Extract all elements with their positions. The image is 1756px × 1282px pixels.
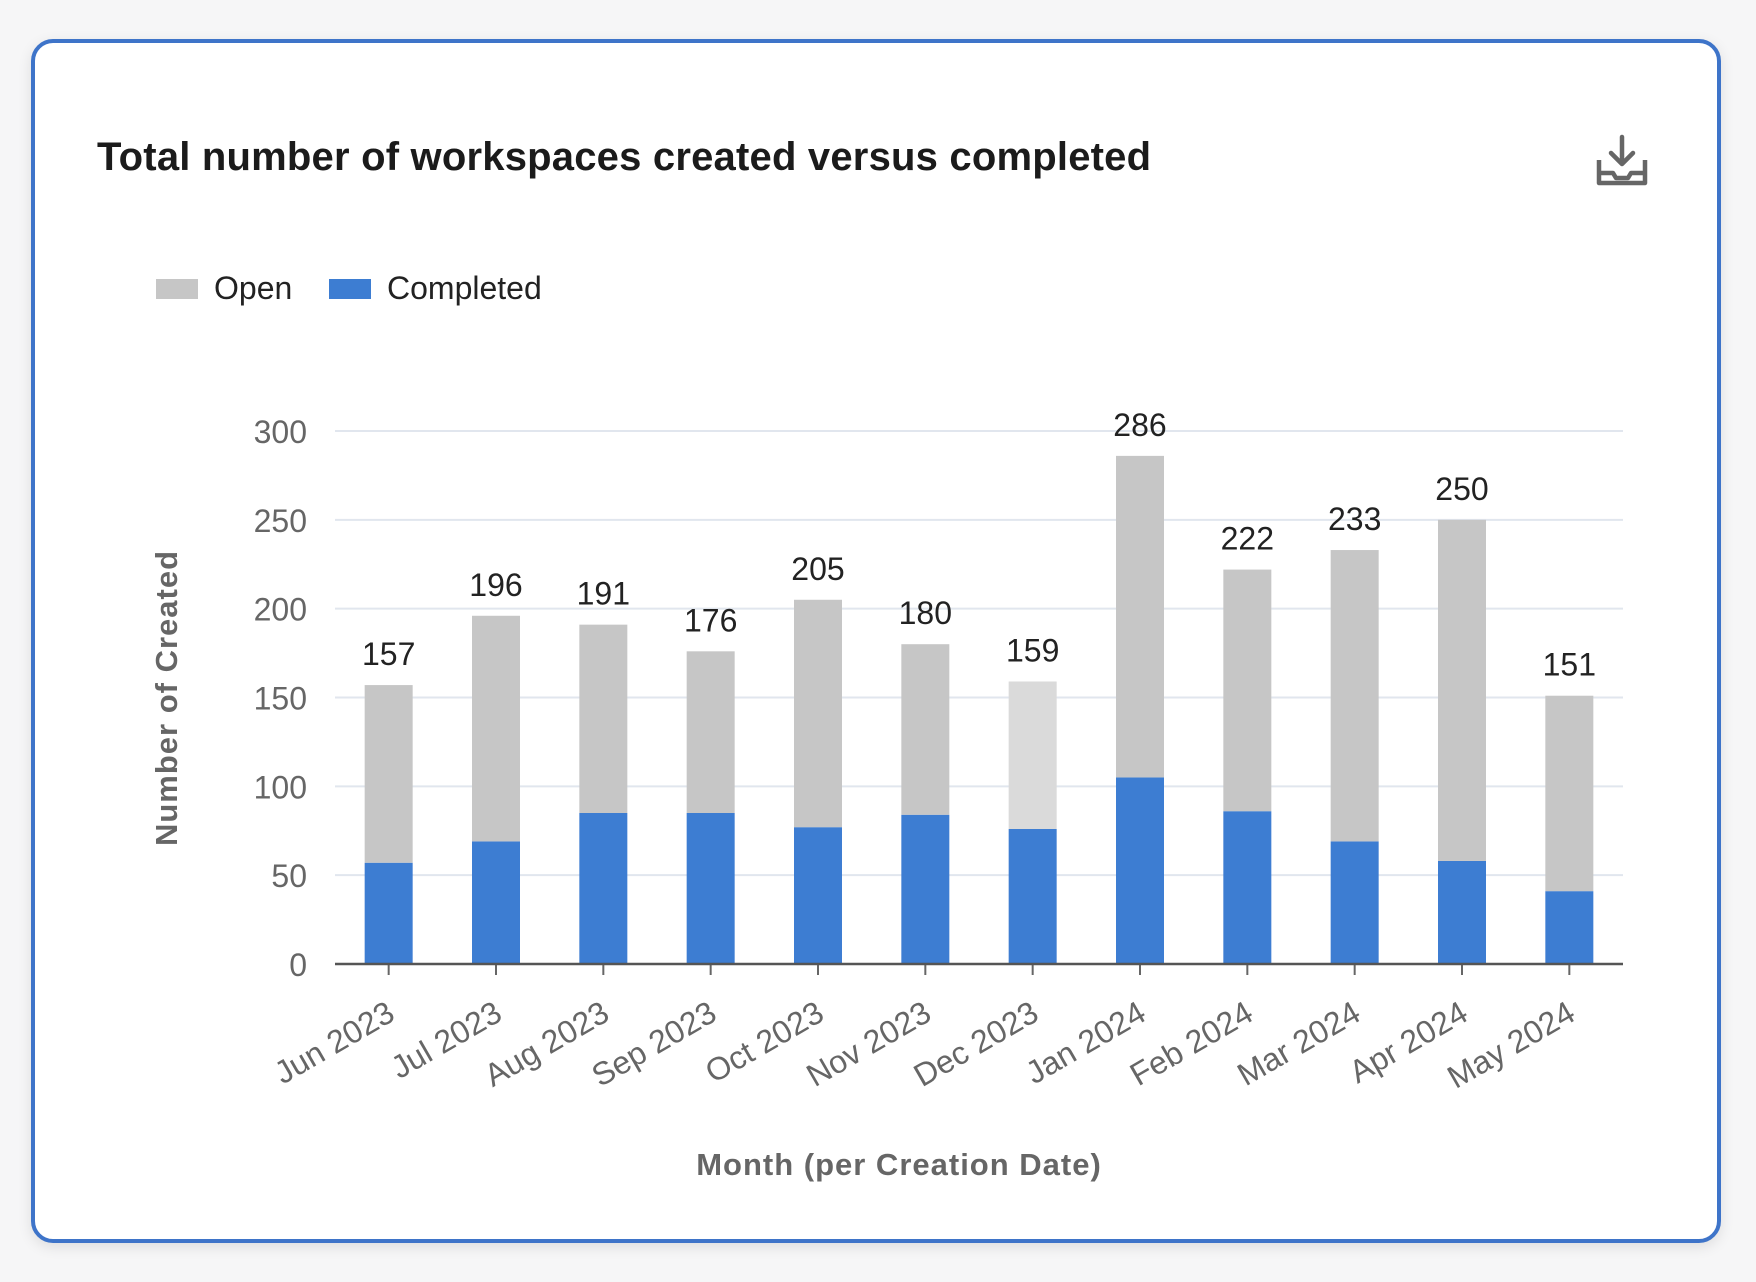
bar-open <box>364 685 413 863</box>
bar-total-label: 159 <box>1006 633 1059 669</box>
bar-total-label: 151 <box>1543 647 1596 683</box>
bar-total-label: 222 <box>1221 521 1274 557</box>
bar-open <box>472 615 520 842</box>
y-tick-label: 150 <box>254 681 307 717</box>
bar-completed <box>1545 891 1594 964</box>
bar-completed <box>1223 811 1272 964</box>
bar-total-label: 157 <box>362 636 415 672</box>
bar-total-label: 205 <box>791 551 844 587</box>
stacked-bar-chart: 0 50 100 150 200 250 300 Number of Created 157 Ju… <box>149 270 1623 1182</box>
bar-completed <box>901 814 950 964</box>
x-tick-label: Mar 2024 <box>1231 994 1366 1093</box>
legend-label: Open <box>214 270 292 306</box>
bar-open <box>1438 519 1486 861</box>
bar-total-label: 233 <box>1328 501 1381 537</box>
legend-item: Completed <box>329 270 542 306</box>
bar-completed <box>579 812 628 964</box>
bar-total-label: 250 <box>1435 471 1488 507</box>
download-icon[interactable] <box>1595 134 1649 188</box>
bar-total-label: 191 <box>577 576 630 612</box>
legend-label: Completed <box>387 270 542 306</box>
y-tick-label: 50 <box>271 858 307 894</box>
bar-open <box>1008 681 1057 829</box>
y-tick-label: 200 <box>254 592 307 628</box>
chart-title: Total number of workspaces created versu… <box>97 135 1152 179</box>
bar-completed <box>472 841 520 964</box>
bar-open <box>901 644 950 815</box>
bar-completed <box>364 862 413 964</box>
x-axis-title: Month (per Creation Date) <box>696 1147 1102 1182</box>
legend-swatch <box>329 279 371 299</box>
y-tick-label: 250 <box>254 503 307 539</box>
legend-swatch <box>156 279 198 299</box>
bar-completed <box>794 827 842 964</box>
bar-total-label: 176 <box>684 602 737 638</box>
download-icon-glyph <box>1596 134 1648 186</box>
bar-open <box>686 651 735 813</box>
bar-completed <box>1116 777 1164 964</box>
y-tick-label: 0 <box>289 947 307 983</box>
y-tick-label: 300 <box>254 414 307 450</box>
x-tick-label: Feb 2024 <box>1124 994 1259 1093</box>
bar-total-label: 180 <box>899 595 952 631</box>
bar-open <box>1330 550 1379 842</box>
chart-card: Total number of workspaces created versu… <box>31 39 1721 1243</box>
x-tick-label: Jun 2023 <box>268 994 400 1091</box>
bar-completed <box>1330 841 1379 964</box>
y-axis-title: Number of Created <box>149 550 184 846</box>
bar-completed <box>1438 860 1486 964</box>
bar-total-label: 286 <box>1113 407 1166 443</box>
y-tick-label: 100 <box>254 769 307 805</box>
legend-item: Open <box>156 270 292 306</box>
bar-completed <box>1008 828 1057 964</box>
bar-open <box>1545 695 1594 892</box>
x-tick-label: Sep 2023 <box>586 994 723 1094</box>
bar-open <box>579 624 628 813</box>
x-tick-label: Dec 2023 <box>908 994 1045 1094</box>
bar-completed <box>686 812 735 964</box>
bar-total-label: 196 <box>469 567 522 603</box>
bar-open <box>1223 569 1272 812</box>
bar-open <box>794 599 842 828</box>
bar-open <box>1116 455 1164 778</box>
